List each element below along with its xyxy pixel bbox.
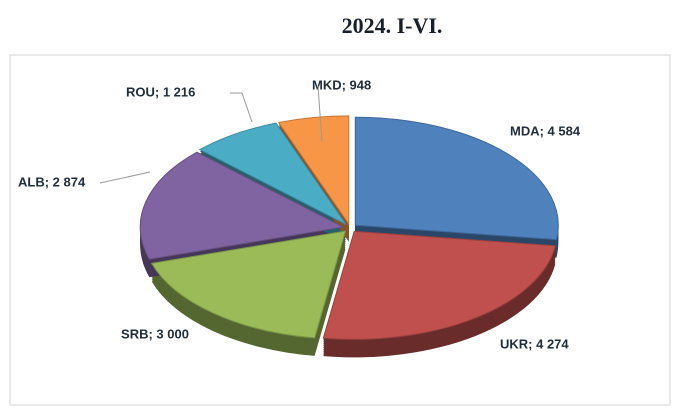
slice: UKR — [322, 230, 557, 340]
slice: ALB — [139, 151, 345, 260]
data-label: SRB; 3 000 — [121, 326, 189, 341]
slice: MDA — [354, 116, 559, 241]
data-label: MDA; 4 584 — [510, 123, 581, 138]
data-label: MKD; 948 — [312, 77, 371, 92]
chart-title: 2024. I-VI. — [342, 13, 443, 38]
leader-line — [317, 85, 323, 143]
slice: ROU — [198, 122, 347, 225]
leader-line — [99, 171, 151, 184]
slice: SRB — [150, 230, 347, 339]
data-label: UKR; 4 274 — [500, 336, 569, 351]
data-label: ALB; 2 874 — [18, 174, 86, 189]
pie: MDAUKRSRBALBROUMKD — [139, 115, 559, 358]
slice: MKD — [277, 115, 350, 226]
data-label: ROU; 1 216 — [126, 84, 195, 99]
leader-line — [230, 92, 253, 123]
